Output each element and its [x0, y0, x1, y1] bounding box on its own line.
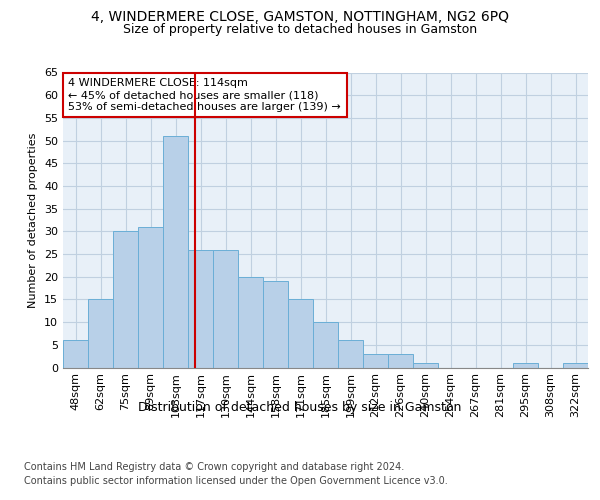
Bar — [63, 340, 88, 367]
Text: 4, WINDERMERE CLOSE, GAMSTON, NOTTINGHAM, NG2 6PQ: 4, WINDERMERE CLOSE, GAMSTON, NOTTINGHAM… — [91, 10, 509, 24]
Text: Distribution of detached houses by size in Gamston: Distribution of detached houses by size … — [139, 401, 461, 414]
Bar — [388, 354, 413, 368]
Bar — [363, 354, 388, 368]
Bar — [313, 322, 338, 368]
Y-axis label: Number of detached properties: Number of detached properties — [28, 132, 38, 308]
Bar — [213, 250, 238, 368]
Bar — [263, 282, 288, 368]
Text: Contains HM Land Registry data © Crown copyright and database right 2024.: Contains HM Land Registry data © Crown c… — [24, 462, 404, 472]
Bar — [113, 232, 138, 368]
Text: Size of property relative to detached houses in Gamston: Size of property relative to detached ho… — [123, 22, 477, 36]
Text: Contains public sector information licensed under the Open Government Licence v3: Contains public sector information licen… — [24, 476, 448, 486]
Bar — [288, 300, 313, 368]
Bar — [188, 250, 213, 368]
Bar — [88, 300, 113, 368]
Bar — [138, 227, 163, 368]
Text: 4 WINDERMERE CLOSE: 114sqm
← 45% of detached houses are smaller (118)
53% of sem: 4 WINDERMERE CLOSE: 114sqm ← 45% of deta… — [68, 78, 341, 112]
Bar — [238, 276, 263, 368]
Bar — [513, 363, 538, 368]
Bar — [413, 363, 438, 368]
Bar — [563, 363, 588, 368]
Bar — [338, 340, 363, 367]
Bar — [163, 136, 188, 368]
